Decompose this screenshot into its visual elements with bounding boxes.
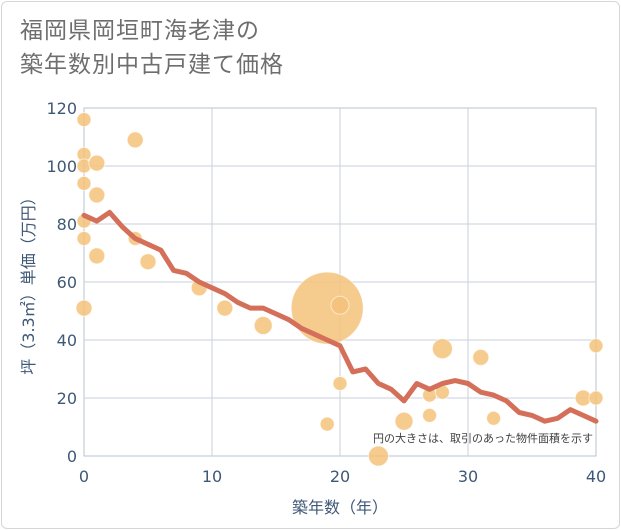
y-tick-label: 120 [46,99,77,118]
scatter-point [367,445,389,467]
y-axis-title: 坪（3.3㎡）単価（万円） [19,189,38,374]
scatter-point [431,338,453,360]
x-tick-label: 10 [202,467,222,486]
scatter-point [319,416,335,432]
scatter-point [588,390,604,406]
scatter-points [75,112,604,467]
x-tick-labels: 0 10 20 30 40 [79,467,606,486]
y-tick-label: 20 [57,389,77,408]
scatter-point [253,316,273,335]
scatter-point [486,410,502,426]
scatter-point [422,407,438,423]
x-axis-title: 築年数（年） [292,498,388,517]
scatter-point [139,253,157,271]
x-tick-label: 40 [586,467,606,486]
y-tick-label: 100 [46,157,77,176]
y-tick-labels: 0 20 40 60 80 100 120 [46,99,77,466]
scatter-point [472,348,490,366]
scatter-point [76,231,92,246]
y-tick-label: 80 [57,215,77,234]
y-tick-label: 40 [57,331,77,350]
scatter-point [330,295,350,315]
scatter-point [76,112,92,128]
y-tick-label: 60 [57,273,77,292]
x-tick-label: 0 [79,467,89,486]
scatter-point [75,299,93,317]
x-tick-label: 30 [458,467,478,486]
scatter-point [216,299,234,317]
scatter-point [126,131,144,149]
trend-line [81,209,599,424]
scatter-point [88,247,106,265]
chart-title-line2: 築年数別中古戸建て価格 [20,52,284,78]
chart-title-line1: 福岡県岡垣町海老津の [20,18,260,44]
chart-title: 福岡県岡垣町海老津の 築年数別中古戸建て価格 [20,14,284,82]
x-tick-label: 20 [330,467,350,486]
scatter-point [88,186,106,204]
scatter-point [588,338,604,354]
scatter-point [394,411,414,431]
scatter-point [290,271,364,345]
scatter-point [332,376,348,391]
y-tick-label: 0 [67,447,77,466]
scatter-point [76,175,92,191]
scatter-point [88,154,106,172]
size-annotation: 円の大きさは、取引のあった物件面積を示す [373,431,593,445]
